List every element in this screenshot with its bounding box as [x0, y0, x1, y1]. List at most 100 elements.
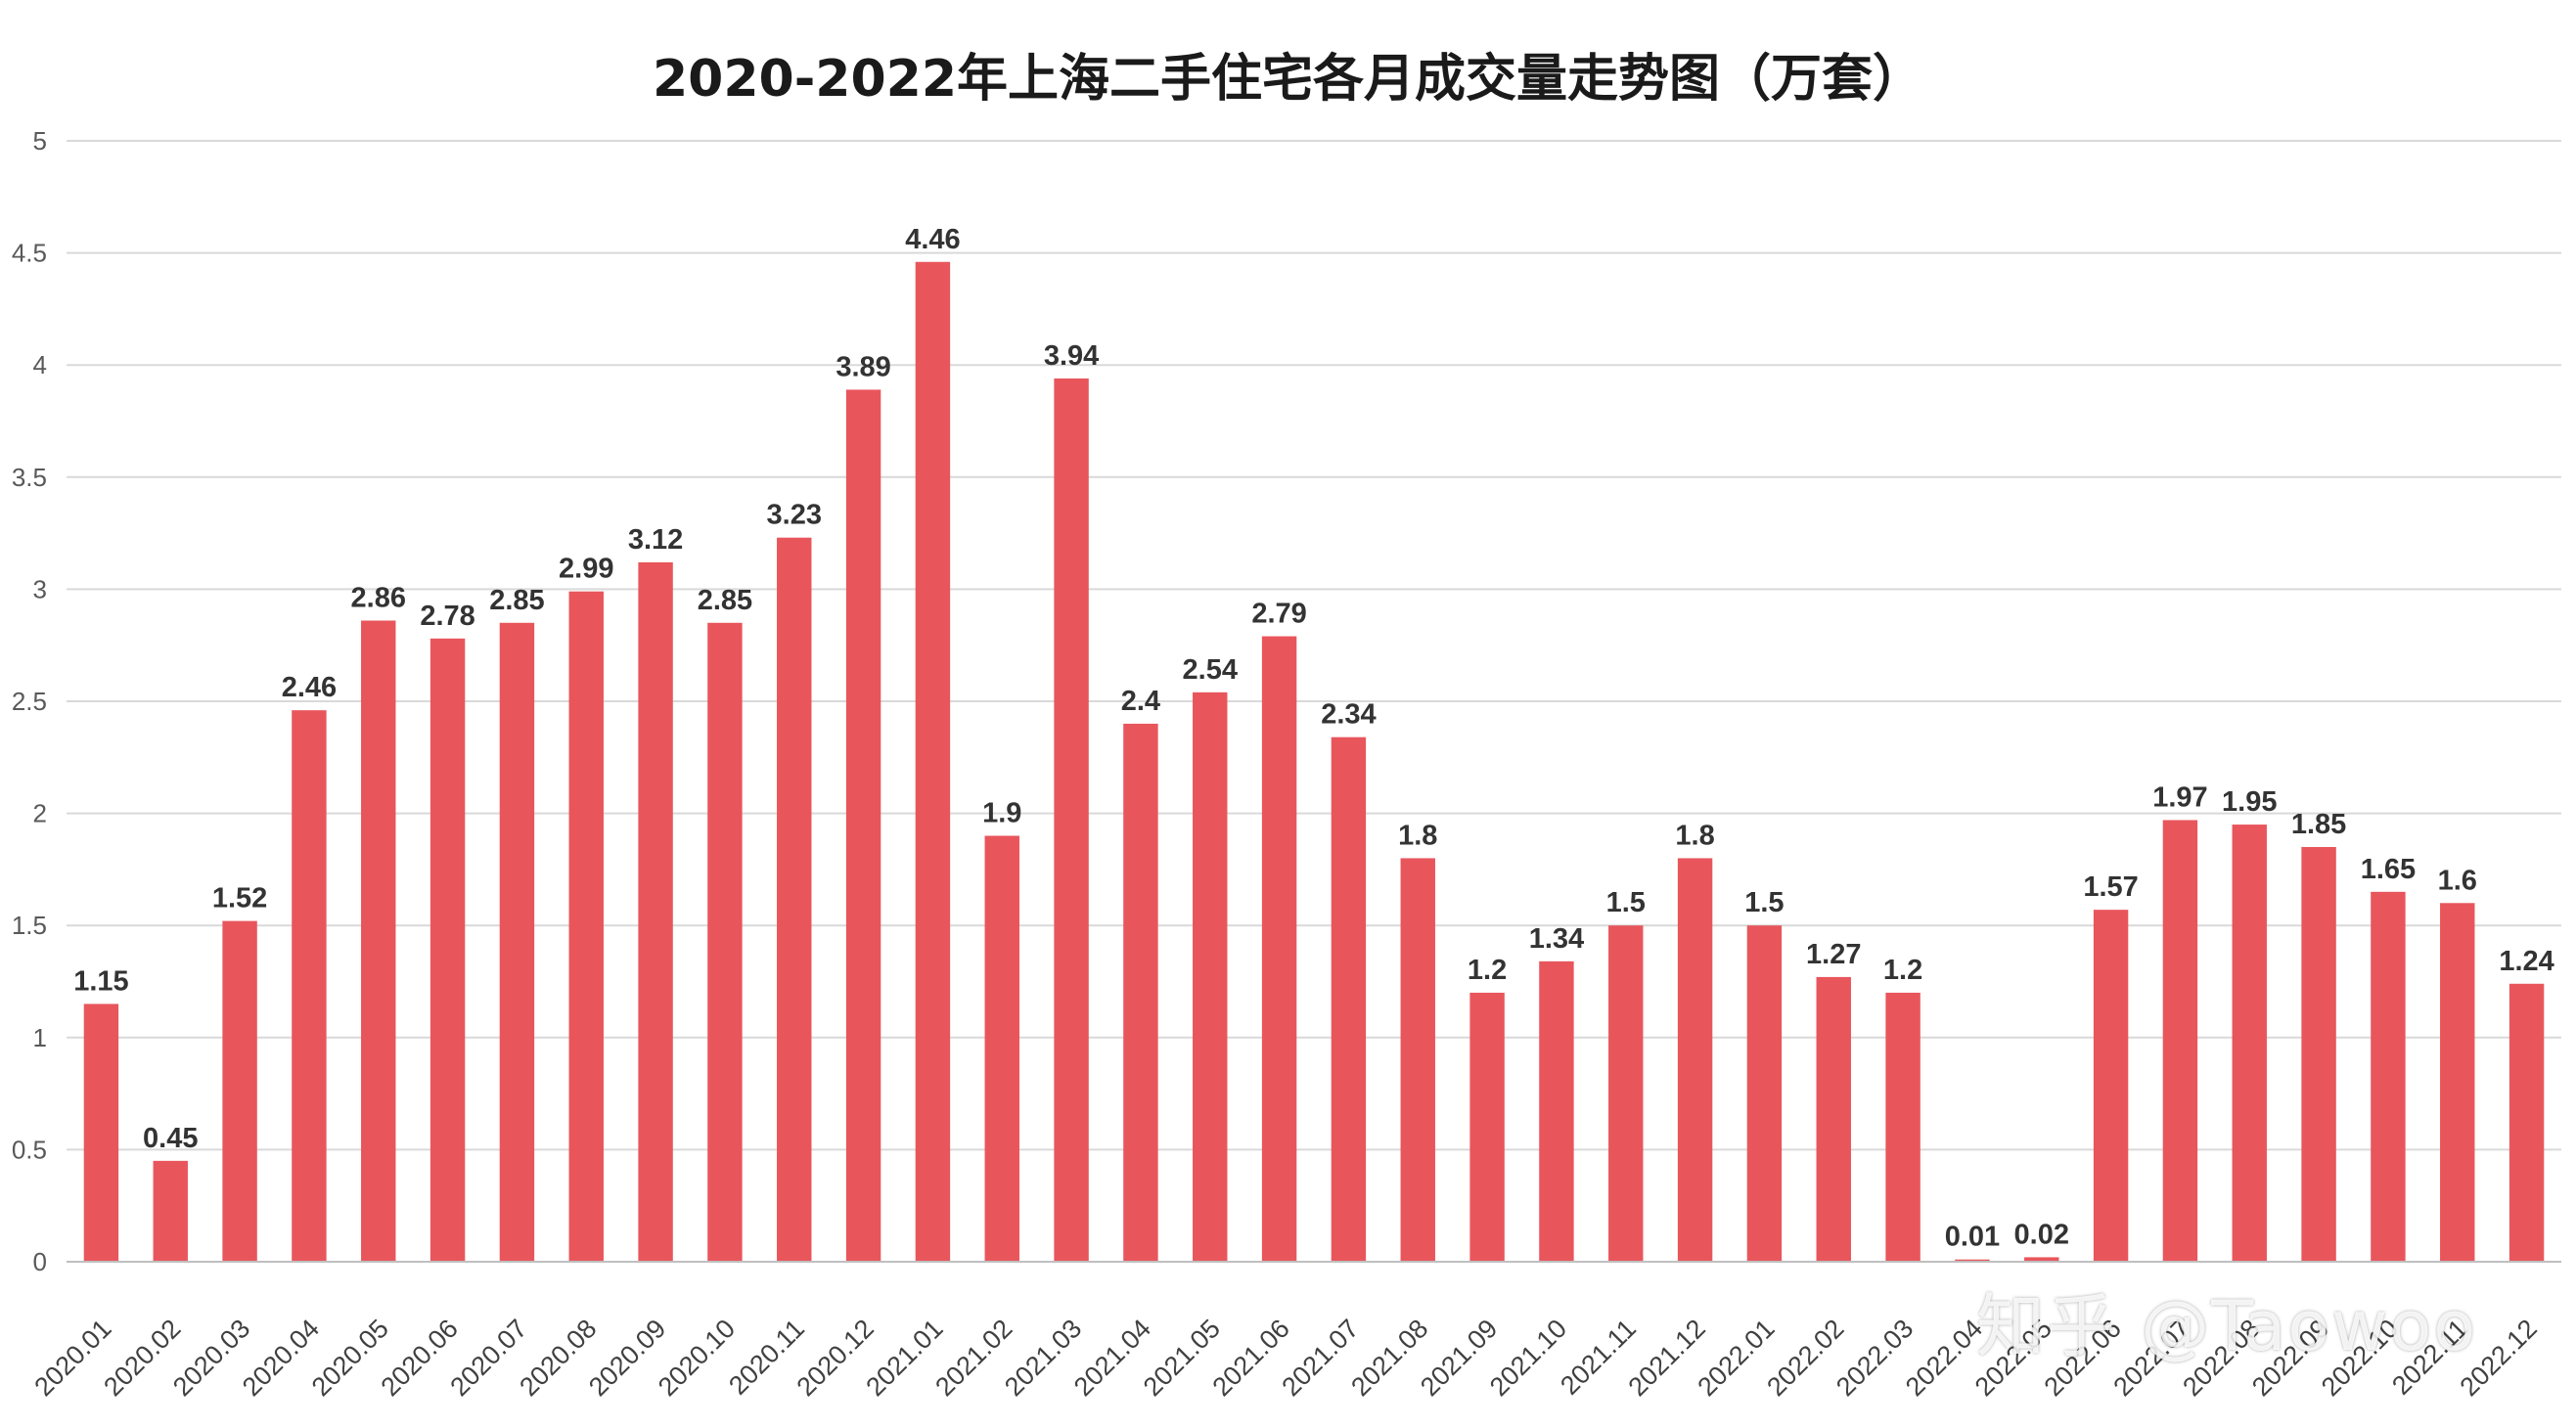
- x-tick-label: 2021.02: [929, 1314, 1017, 1402]
- bar: [1608, 925, 1644, 1262]
- data-label: 2.86: [351, 582, 406, 613]
- bar: [429, 638, 466, 1262]
- x-tick-label: 2021.01: [860, 1314, 948, 1402]
- bar: [1677, 858, 1713, 1262]
- y-tick-label: 3.5: [12, 463, 47, 492]
- x-tick-label: 2022.02: [1761, 1314, 1849, 1402]
- bar: [1816, 976, 1851, 1262]
- y-tick-label: 4: [33, 350, 47, 379]
- x-tick-label: 2022.01: [1692, 1314, 1780, 1402]
- x-tick-label: 2021.05: [1138, 1314, 1226, 1402]
- data-label: 2.4: [1121, 686, 1160, 717]
- data-label: 1.65: [2361, 854, 2416, 885]
- bar: [1400, 858, 1435, 1262]
- x-tick-label: 2022.03: [1830, 1314, 1919, 1402]
- data-label: 4.46: [905, 224, 960, 255]
- bar: [2301, 846, 2336, 1262]
- data-label: 3.23: [767, 500, 822, 531]
- bar: [1054, 378, 1089, 1262]
- bar: [83, 1004, 119, 1262]
- bar: [568, 591, 604, 1262]
- x-tick-label: 2021.07: [1276, 1314, 1364, 1402]
- y-tick-label: 1: [33, 1023, 47, 1052]
- x-tick-label: 2020.06: [376, 1314, 464, 1402]
- bar: [2440, 903, 2475, 1262]
- bar: [2371, 891, 2406, 1262]
- watermark-text: 知乎 @Taowoo: [1976, 1286, 2478, 1366]
- x-tick-label: 2021.10: [1484, 1314, 1572, 1402]
- bar: [1955, 1259, 1990, 1262]
- x-tick-label: 2021.12: [1623, 1314, 1711, 1402]
- bar: [2232, 825, 2267, 1262]
- data-label: 3.89: [836, 351, 890, 382]
- x-tick-label: 2020.03: [167, 1314, 255, 1402]
- bar: [845, 389, 881, 1262]
- x-tick-label: 2020.07: [444, 1314, 532, 1402]
- x-tick-label: 2021.06: [1207, 1314, 1295, 1402]
- bar: [2162, 820, 2198, 1262]
- bar: [153, 1160, 188, 1262]
- data-label: 1.97: [2152, 781, 2207, 813]
- bar: [1193, 692, 1228, 1262]
- y-tick-label: 0.5: [12, 1135, 47, 1164]
- bar: [984, 835, 1019, 1262]
- data-label: 1.52: [212, 883, 267, 915]
- data-label: 1.57: [2083, 871, 2138, 903]
- y-tick-label: 1.5: [12, 911, 47, 940]
- data-label: 1.2: [1883, 955, 1922, 986]
- data-label: 1.24: [2499, 946, 2553, 977]
- bar: [1123, 723, 1158, 1262]
- bar: [2508, 983, 2545, 1262]
- y-tick-label: 3: [33, 574, 47, 603]
- data-label: 2.78: [420, 601, 475, 632]
- bar: [1885, 992, 1921, 1262]
- bar: [1469, 992, 1505, 1262]
- bar: [2093, 910, 2129, 1262]
- bar: [1746, 925, 1783, 1262]
- bar: [1331, 736, 1367, 1262]
- data-label: 1.5: [1606, 887, 1646, 918]
- bar: [222, 920, 257, 1262]
- bar: [1539, 960, 1574, 1262]
- chart-title: 2020-2022年上海二手住宅各月成交量走势图（万套）: [652, 50, 1924, 109]
- x-tick-label: 2020.09: [583, 1314, 671, 1402]
- bar: [361, 620, 396, 1262]
- y-tick-label: 2: [33, 799, 47, 828]
- x-tick-label: 2020.10: [653, 1314, 741, 1402]
- bar: [707, 622, 743, 1262]
- y-tick-label: 5: [33, 126, 47, 156]
- bar: [499, 622, 535, 1262]
- data-label: 3.12: [628, 524, 683, 556]
- x-tick-label: 2020.04: [237, 1314, 325, 1402]
- bar: [915, 261, 951, 1262]
- data-label: 1.6: [2438, 865, 2477, 896]
- x-tick-label: 2021.08: [1345, 1314, 1433, 1402]
- y-tick-label: 4.5: [12, 239, 47, 268]
- x-tick-label: 2020.05: [306, 1314, 394, 1402]
- data-label: 1.8: [1675, 820, 1714, 851]
- data-label: 1.2: [1468, 955, 1507, 986]
- y-tick-label: 0: [33, 1247, 47, 1276]
- x-tick-label: 2022.04: [1900, 1314, 1988, 1402]
- data-label: 1.27: [1806, 939, 1861, 970]
- x-tick-label: 2020.12: [791, 1314, 880, 1402]
- x-tick-label: 2020.01: [28, 1314, 116, 1402]
- data-label: 1.34: [1529, 923, 1584, 955]
- data-label: 1.95: [2222, 786, 2277, 818]
- bar: [1261, 636, 1297, 1262]
- data-label: 0.45: [143, 1123, 198, 1154]
- data-label: 2.46: [282, 672, 337, 703]
- data-label: 2.79: [1251, 599, 1306, 630]
- x-tick-label: 2020.02: [98, 1314, 186, 1402]
- data-label: 0.02: [2014, 1219, 2069, 1250]
- data-label: 1.8: [1398, 820, 1437, 851]
- data-label: 0.01: [1945, 1222, 2000, 1253]
- data-label: 2.54: [1183, 654, 1238, 686]
- x-tick-label: 2021.03: [999, 1314, 1087, 1402]
- data-label: 1.15: [73, 965, 128, 997]
- data-label: 1.85: [2291, 809, 2346, 840]
- bar: [2024, 1257, 2059, 1262]
- bar: [292, 710, 327, 1262]
